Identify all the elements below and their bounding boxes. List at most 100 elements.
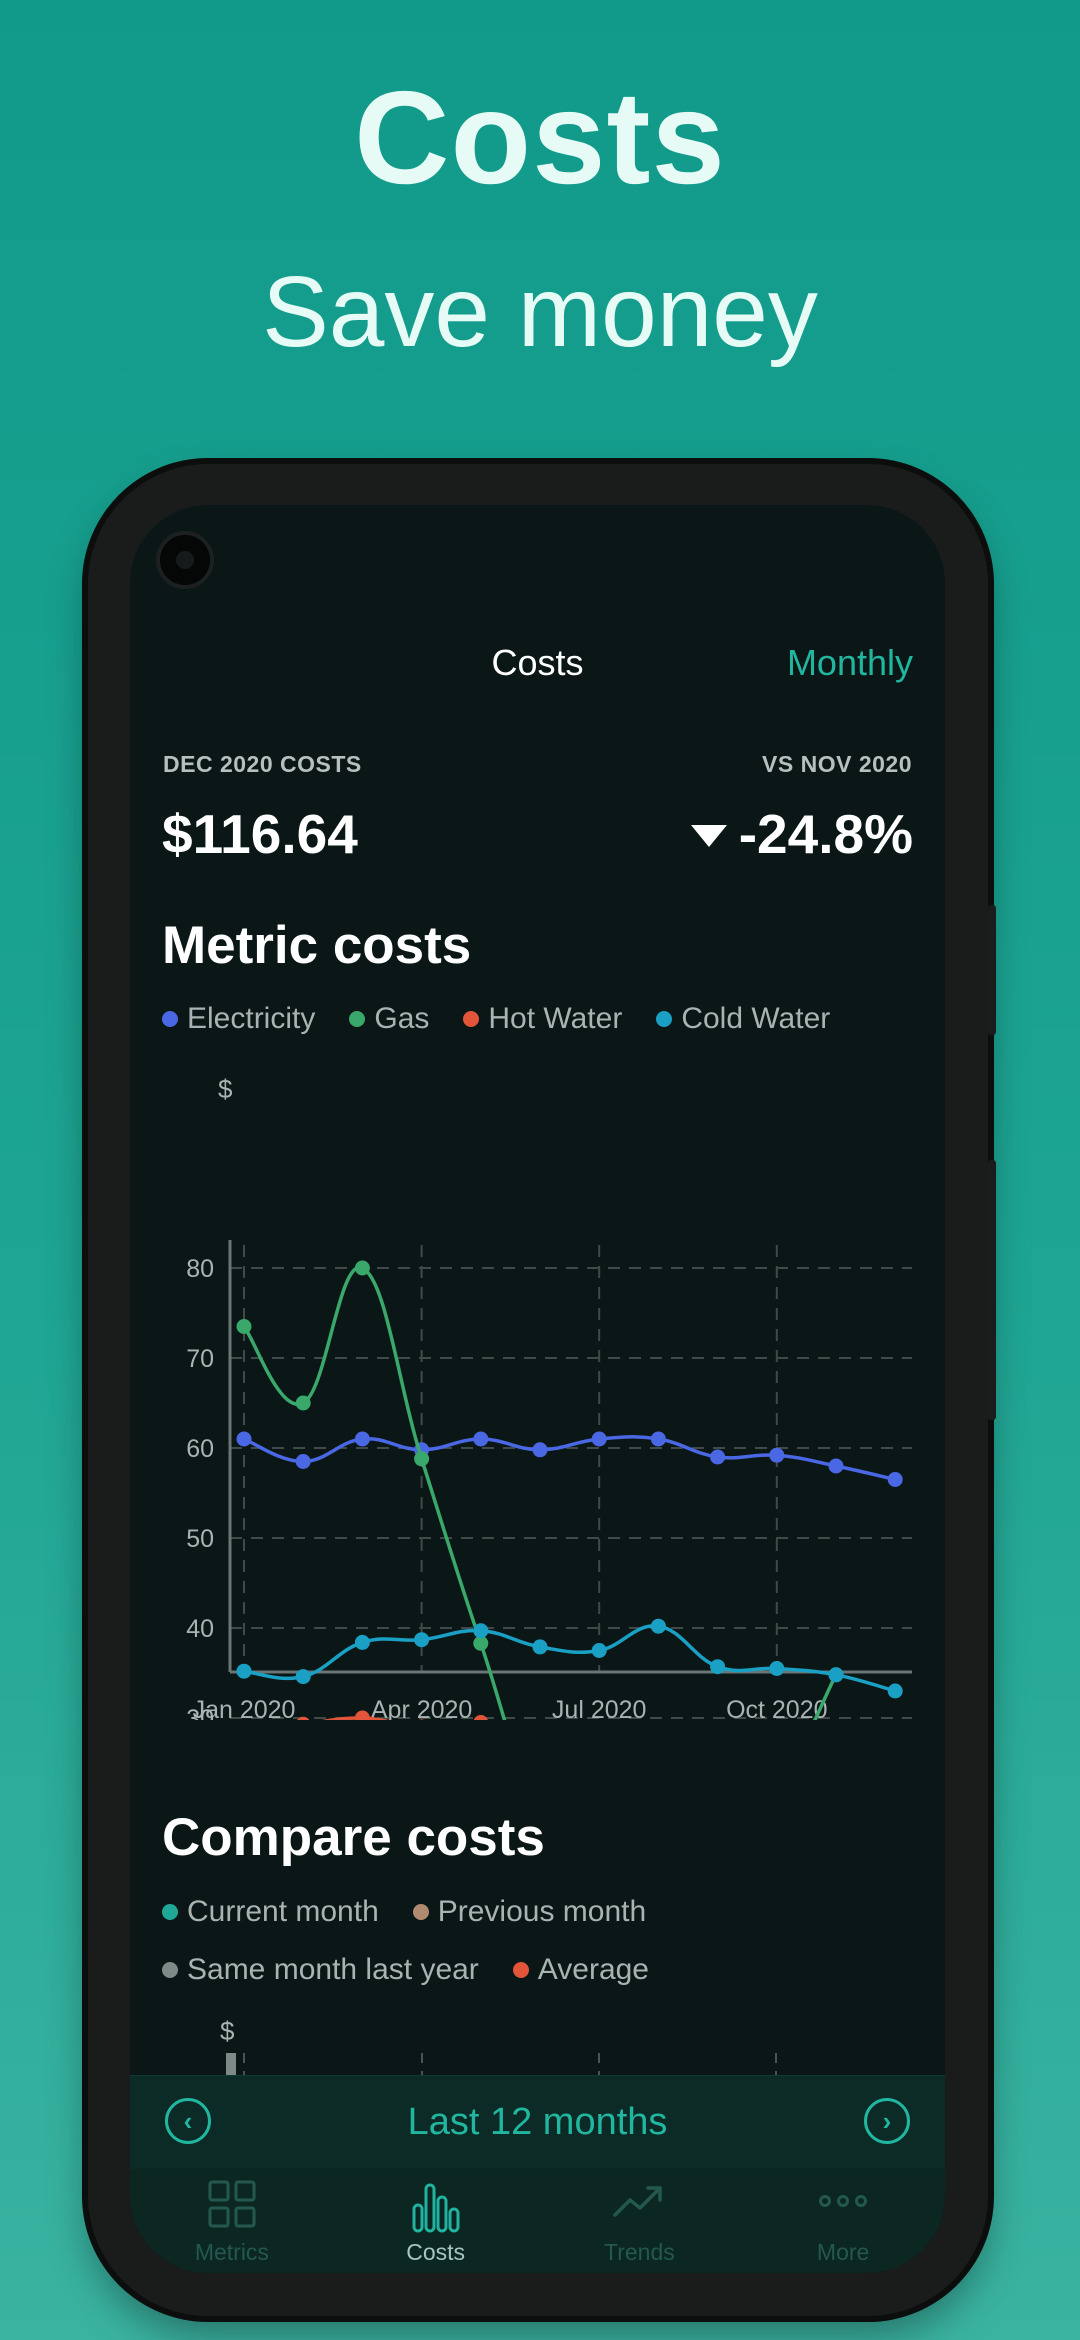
legend-item-hot-water[interactable]: Hot Water — [463, 1002, 622, 1036]
previous-period-button[interactable]: ‹ — [165, 2098, 211, 2144]
page-title: Costs — [491, 642, 584, 683]
data-point-electricity — [710, 1449, 726, 1465]
data-point-gas — [354, 1260, 370, 1276]
phone-side-button — [988, 1160, 996, 1420]
compare-costs-title: Compare costs — [162, 1808, 545, 1867]
phone-side-button — [988, 905, 996, 1035]
data-point-cold-water — [591, 1643, 607, 1658]
legend-item-electricity[interactable]: Electricity — [162, 1002, 315, 1036]
legend-dot — [162, 1962, 178, 1978]
data-point-cold-water — [532, 1639, 548, 1655]
data-point-cold-water — [769, 1661, 785, 1676]
legend-label: Gas — [374, 1002, 430, 1035]
legend-item-gas[interactable]: Gas — [349, 1002, 429, 1036]
promo-subtitle: Save money — [262, 256, 818, 368]
data-point-cold-water — [710, 1659, 726, 1675]
series-line-cold-water — [243, 1624, 896, 1693]
costs-period-label: DEC 2020 COSTS — [163, 751, 362, 777]
grid-icon — [208, 2180, 256, 2228]
data-point-electricity — [769, 1447, 785, 1463]
x-tick-label: Jul 2020 — [552, 1696, 647, 1720]
legend-item-cold-water[interactable]: Cold Water — [656, 1002, 830, 1036]
legend-dot — [412, 1904, 429, 1920]
nav-label: Trends — [604, 2239, 675, 2265]
trending-up-icon — [613, 2186, 663, 2217]
period-label[interactable]: Last 12 months — [407, 2101, 668, 2143]
legend-label: Hot Water — [488, 1002, 623, 1035]
data-point-cold-water — [887, 1683, 903, 1699]
data-point-gas — [236, 1319, 252, 1334]
legend-label: Average — [537, 1953, 649, 1986]
total-cost-value: $116.64 — [162, 803, 358, 865]
nav-label: Metrics — [194, 2239, 269, 2265]
compare-period-label: VS NOV 2020 — [762, 751, 912, 777]
data-point-cold-water — [295, 1669, 311, 1685]
data-point-cold-water — [473, 1623, 489, 1639]
app-screen: Costs Monthly DEC 2020 COSTS VS NOV 2020… — [130, 505, 945, 2273]
data-point-electricity — [650, 1431, 666, 1447]
legend-item-previous-month[interactable]: Previous month — [412, 1895, 647, 1929]
nav-item-costs[interactable]: Costs — [334, 2169, 538, 2273]
promo-title: Costs — [354, 64, 726, 211]
y-tick-label: 80 — [186, 1255, 214, 1283]
y-axis-unit: $ — [218, 1074, 233, 1104]
compare-costs-chart: $ — [130, 2005, 945, 2075]
period-toggle-button[interactable]: Monthly — [786, 642, 913, 683]
legend-dot — [349, 1011, 366, 1027]
data-point-gas — [414, 1451, 430, 1467]
compare-costs-chart-svg: $ — [220, 2016, 777, 2075]
legend-dot — [162, 1904, 178, 1920]
bottom-navigation: Metrics Costs Trends More — [130, 2169, 945, 2273]
compare-y-unit: $ — [220, 2016, 235, 2046]
legend-label: Electricity — [187, 1002, 316, 1035]
compare-costs-legend-row1: Current month Previous month — [162, 1895, 646, 1929]
legend-dot — [656, 1011, 673, 1027]
bar-chart-icon — [412, 2183, 460, 2233]
nav-label: Costs — [406, 2239, 466, 2265]
nav-item-trends[interactable]: Trends — [538, 2169, 742, 2273]
series-line-electricity — [243, 1435, 896, 1482]
data-point-cold-water — [354, 1634, 370, 1650]
data-point-electricity — [828, 1458, 844, 1474]
x-tick-label: Jan 2020 — [193, 1696, 296, 1720]
data-point-cold-water — [828, 1667, 844, 1683]
more-dots-icon — [819, 2195, 868, 2207]
legend-dot — [463, 1011, 480, 1027]
legend-label: Same month last year — [187, 1953, 479, 1986]
cost-change-value: -24.8% — [690, 802, 913, 866]
data-point-hot-water — [354, 1710, 370, 1726]
data-point-electricity — [295, 1454, 311, 1469]
data-point-cold-water — [414, 1632, 430, 1648]
data-point-electricity — [236, 1431, 252, 1447]
legend-label: Cold Water — [681, 1002, 831, 1035]
legend-label: Previous month — [437, 1895, 647, 1928]
legend-dot — [512, 1962, 529, 1978]
nav-item-more[interactable]: More — [741, 2169, 945, 2273]
data-point-electricity — [591, 1431, 607, 1447]
data-point-electricity — [354, 1431, 370, 1447]
data-point-cold-water — [236, 1663, 252, 1679]
x-tick-label: Apr 2020 — [371, 1696, 472, 1720]
nav-item-metrics[interactable]: Metrics — [130, 2169, 334, 2273]
data-point-electricity — [887, 1472, 903, 1487]
legend-label: Current month — [187, 1895, 379, 1928]
y-tick-label: 40 — [186, 1615, 214, 1643]
metric-costs-legend: Electricity Gas Hot Water Cold Water — [162, 1002, 830, 1036]
data-point-gas — [295, 1395, 311, 1411]
data-point-hot-water — [473, 1715, 489, 1730]
legend-item-current-month[interactable]: Current month — [162, 1895, 379, 1929]
compare-costs-legend-row2: Same month last year Average — [162, 1953, 649, 1987]
data-point-gas — [473, 1635, 489, 1651]
x-tick-label: Oct 2020 — [726, 1696, 827, 1720]
legend-item-same-month-last-year[interactable]: Same month last year — [162, 1953, 479, 1987]
compare-bar — [226, 2053, 236, 2075]
front-camera — [156, 531, 214, 589]
cost-change-text: -24.8% — [738, 803, 913, 865]
legend-item-average[interactable]: Average — [512, 1953, 649, 1987]
next-period-button[interactable]: › — [864, 2098, 910, 2144]
data-point-cold-water — [650, 1618, 666, 1634]
nav-label: More — [816, 2239, 870, 2265]
metric-costs-title: Metric costs — [162, 916, 472, 975]
